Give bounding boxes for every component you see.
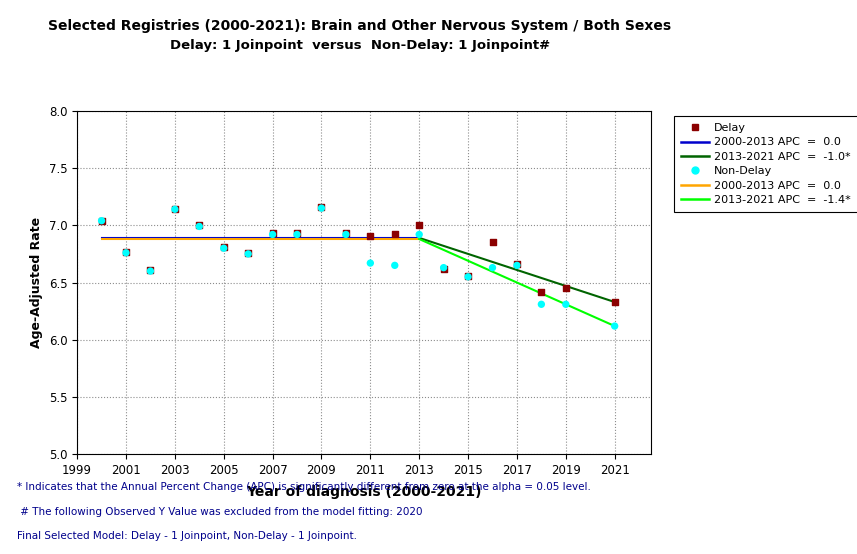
Point xyxy=(608,297,621,306)
X-axis label: Year of diagnosis (2000-2021): Year of diagnosis (2000-2021) xyxy=(247,485,482,499)
Point xyxy=(412,230,426,239)
Point xyxy=(242,248,255,257)
Text: Final Selected Model: Delay - 1 Joinpoint, Non-Delay - 1 Joinpoint.: Final Selected Model: Delay - 1 Joinpoin… xyxy=(17,531,357,541)
Point xyxy=(388,261,402,270)
Point xyxy=(119,247,133,256)
Point xyxy=(339,230,353,239)
Legend: Delay, 2000-2013 APC  =  0.0, 2013-2021 APC  =  -1.0*, Non-Delay, 2000-2013 APC : Delay, 2000-2013 APC = 0.0, 2013-2021 AP… xyxy=(674,116,857,212)
Point xyxy=(217,244,231,253)
Text: # The following Observed Y Value was excluded from the model fitting: 2020: # The following Observed Y Value was exc… xyxy=(17,507,423,517)
Point xyxy=(461,273,475,281)
Point xyxy=(535,288,548,296)
Point xyxy=(315,203,328,212)
Point xyxy=(437,264,451,273)
Point xyxy=(291,230,304,239)
Point xyxy=(412,221,426,230)
Point xyxy=(168,205,182,214)
Text: Delay: 1 Joinpoint  versus  Non-Delay: 1 Joinpoint#: Delay: 1 Joinpoint versus Non-Delay: 1 J… xyxy=(170,39,550,52)
Point xyxy=(339,229,353,238)
Point xyxy=(217,243,231,252)
Point xyxy=(510,260,524,269)
Y-axis label: Age-Adjusted Rate: Age-Adjusted Rate xyxy=(30,217,43,348)
Point xyxy=(608,322,621,331)
Point xyxy=(437,263,451,272)
Point xyxy=(291,229,304,238)
Point xyxy=(510,261,524,270)
Point xyxy=(388,230,402,239)
Point xyxy=(559,284,572,293)
Text: Selected Registries (2000-2021): Brain and Other Nervous System / Both Sexes: Selected Registries (2000-2021): Brain a… xyxy=(48,19,672,33)
Point xyxy=(486,238,500,247)
Point xyxy=(266,230,279,239)
Point xyxy=(193,221,207,230)
Point xyxy=(559,300,572,309)
Point xyxy=(461,271,475,280)
Point xyxy=(266,229,279,238)
Point xyxy=(95,216,109,225)
Point xyxy=(486,263,500,272)
Point xyxy=(144,265,158,274)
Point xyxy=(315,204,328,213)
Point xyxy=(535,300,548,309)
Point xyxy=(363,259,377,268)
Point xyxy=(242,249,255,258)
Point xyxy=(363,231,377,240)
Text: * Indicates that the Annual Percent Change (APC) is significantly different from: * Indicates that the Annual Percent Chan… xyxy=(17,482,591,492)
Point xyxy=(193,222,207,231)
Point xyxy=(95,216,109,225)
Point xyxy=(168,205,182,214)
Point xyxy=(119,248,133,257)
Point xyxy=(144,266,158,275)
